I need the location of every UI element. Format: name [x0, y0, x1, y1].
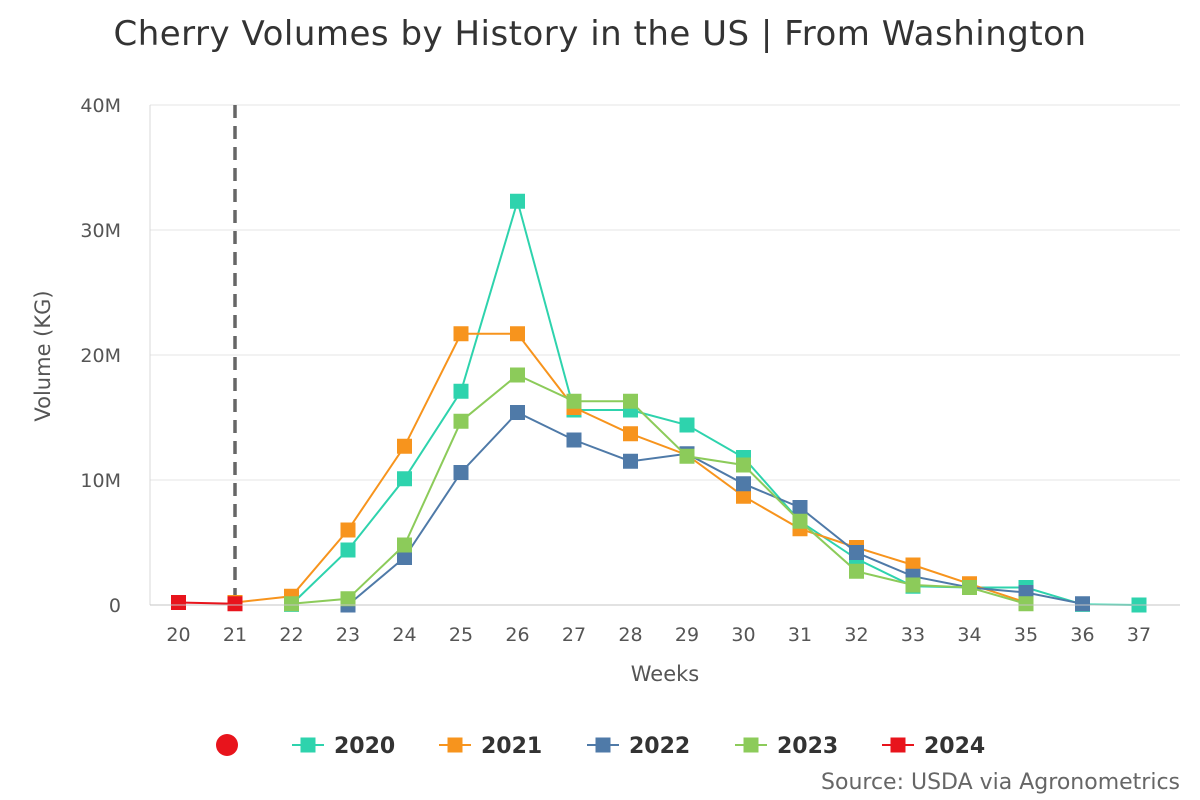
data-point-2022[interactable] [397, 550, 412, 565]
x-axis-title: Weeks [631, 662, 699, 686]
data-point-2023[interactable] [905, 577, 921, 593]
data-point-2023[interactable] [792, 513, 808, 529]
y-tick-label: 10M [80, 470, 121, 492]
data-point-2022[interactable] [453, 465, 469, 480]
data-point-2022[interactable] [510, 405, 525, 420]
data-point-2023[interactable] [849, 563, 864, 579]
x-tick-label: 26 [505, 624, 529, 646]
data-point-2023[interactable] [397, 537, 412, 553]
y-axis-title: Volume (KG) [31, 290, 55, 421]
x-tick-label: 23 [336, 624, 360, 646]
data-point-2024[interactable] [171, 595, 186, 610]
series-line-2023 [291, 373, 1027, 605]
legend-dot [216, 734, 238, 756]
x-tick-label: 21 [223, 624, 247, 646]
data-point-2022[interactable] [1075, 596, 1090, 612]
grid-layer [150, 104, 1180, 481]
series-line-2022 [347, 411, 1083, 606]
data-point-2022[interactable] [736, 476, 751, 492]
data-point-2022[interactable] [623, 453, 638, 469]
x-tick-label: 35 [1014, 624, 1038, 646]
legend-swatch-marker [743, 737, 759, 753]
legend-item-2022[interactable]: 2022 [587, 734, 690, 759]
legend-label: 2020 [334, 734, 395, 759]
legend-item-2021[interactable]: 2021 [439, 734, 542, 759]
x-tick-label: 24 [392, 624, 416, 646]
x-tick-label: 34 [957, 624, 981, 646]
x-tick-label: 37 [1127, 624, 1151, 646]
data-point-2020[interactable] [340, 542, 356, 558]
data-point-2023[interactable] [510, 367, 525, 383]
data-point-2020[interactable] [510, 193, 525, 209]
data-point-2021[interactable] [340, 522, 356, 538]
data-point-2023[interactable] [736, 457, 751, 473]
data-point-2021[interactable] [397, 438, 412, 454]
data-point-2023[interactable] [340, 591, 356, 607]
x-tick-label: 25 [449, 624, 473, 646]
data-point-2024[interactable] [227, 596, 243, 612]
series-line-2020 [290, 197, 1140, 606]
legend-item-2020[interactable]: 2020 [292, 734, 395, 759]
series-line-2024 [178, 601, 236, 605]
legend-swatch-marker [447, 737, 463, 753]
data-point-2023[interactable] [284, 596, 299, 612]
data-point-2022[interactable] [566, 432, 582, 448]
data-point-2023[interactable] [453, 413, 469, 429]
data-point-2020[interactable] [397, 471, 412, 487]
x-tick-label: 31 [788, 624, 812, 646]
legend-label: 2022 [629, 734, 690, 759]
legend-swatch-marker [300, 737, 316, 753]
chart-title: Cherry Volumes by History in the US | Fr… [113, 14, 1087, 54]
legend-swatch-marker [595, 737, 611, 753]
legend-label: 2021 [481, 734, 542, 759]
x-tick-label: 30 [731, 624, 755, 646]
x-tick-label: 22 [279, 624, 303, 646]
legend-label: 2023 [777, 734, 838, 759]
y-tick-label: 20M [80, 345, 121, 367]
data-point-2021[interactable] [623, 426, 638, 442]
data-point-2023[interactable] [623, 393, 638, 409]
y-tick-label: 30M [80, 220, 121, 242]
series-2020 [284, 193, 1147, 613]
legend: 2020 2021 2022 2023 2024 [216, 734, 985, 759]
data-point-2020[interactable] [453, 383, 469, 399]
y-tick-label: 40M [80, 95, 121, 117]
y-tick-label: 0 [109, 595, 121, 617]
series-layer [171, 193, 1147, 613]
series-2022 [340, 405, 1090, 613]
legend-swatch-marker [890, 737, 906, 753]
data-point-2021[interactable] [453, 326, 469, 342]
series-2023 [284, 367, 1034, 612]
data-point-2021[interactable] [736, 488, 751, 504]
x-tick-label: 20 [166, 624, 190, 646]
x-tick-label: 36 [1070, 624, 1094, 646]
x-tick-label: 33 [901, 624, 925, 646]
data-point-2020[interactable] [679, 417, 695, 433]
data-point-2023[interactable] [962, 580, 977, 595]
data-point-2022[interactable] [792, 500, 808, 515]
data-point-2022[interactable] [849, 545, 864, 560]
x-tick-label: 32 [844, 624, 868, 646]
legend-item-2024[interactable]: 2024 [882, 734, 985, 759]
series-2024 [171, 595, 243, 612]
x-tick-label: 29 [675, 624, 699, 646]
data-point-2023[interactable] [566, 393, 582, 409]
x-tick-label: 27 [562, 624, 586, 646]
data-point-2023[interactable] [1018, 596, 1034, 612]
legend-item-2023[interactable]: 2023 [735, 734, 838, 759]
axis-layer: 0 10M 20M 30M 40M 20 21 22 23 24 25 26 27 28 29 30 31 32 3… [80, 95, 1180, 646]
data-point-2021[interactable] [510, 326, 525, 342]
source-note: Source: USDA via Agronometrics [821, 770, 1180, 795]
x-tick-label: 28 [618, 624, 642, 646]
data-point-2023[interactable] [679, 448, 695, 464]
legend-label: 2024 [924, 734, 985, 759]
